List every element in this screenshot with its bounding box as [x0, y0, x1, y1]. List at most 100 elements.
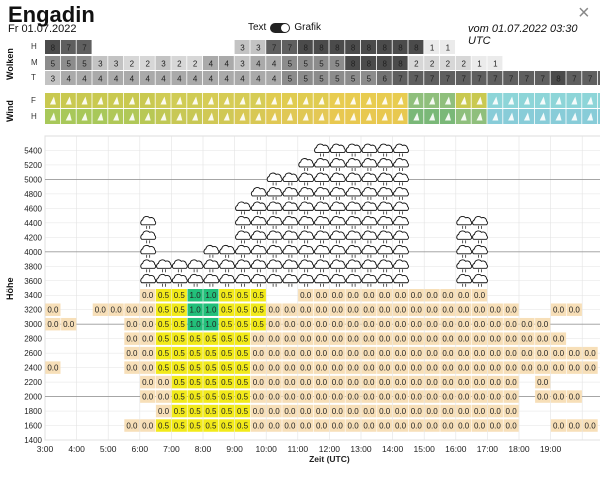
lift-value: 0.0 [427, 392, 439, 401]
lift-cell [550, 303, 567, 316]
lift-value: 0.5 [174, 291, 186, 300]
lift-value: 0.5 [205, 407, 217, 416]
lift-value: 0.0 [269, 378, 281, 387]
lift-cell [440, 419, 456, 432]
lift-value: 0.0 [142, 320, 154, 329]
x-tick-label: 13:00 [350, 444, 372, 454]
lift-cell [440, 390, 456, 403]
lift-cell [535, 375, 551, 389]
cumulus-cloud-icon [314, 158, 330, 168]
cloud-value: 5 [288, 75, 293, 84]
cumulus-cloud-icon [345, 143, 362, 153]
wind-arrow-icon [587, 112, 594, 121]
cumulus-cloud-icon [298, 244, 315, 255]
lift-cell [487, 346, 503, 360]
view-toggle[interactable]: Text Grafik [248, 22, 321, 33]
lift-cell [298, 390, 314, 403]
lift-value: 0.0 [300, 363, 312, 372]
cumulus-cloud-icon [314, 216, 330, 226]
lift-cell [503, 303, 519, 316]
lift-value: 0.0 [458, 305, 470, 314]
cloud-value: 2 [130, 60, 135, 69]
wind-arrow-icon [413, 96, 420, 105]
lift-value: 0.5 [174, 421, 186, 430]
lift-cell [234, 375, 251, 389]
wind-arrow-icon [555, 96, 562, 105]
lift-value: 0.5 [174, 407, 186, 416]
cloud-cell [361, 71, 376, 85]
lift-value: 0.0 [253, 378, 265, 387]
lift-value: 0.0 [411, 291, 423, 300]
lift-cell [266, 303, 282, 316]
lift-cell [361, 419, 377, 432]
wind-arrow-icon [350, 112, 357, 121]
lift-cell [377, 289, 393, 302]
lift-cell [266, 346, 282, 360]
cumulus-cloud-icon [329, 158, 346, 168]
lift-value: 0.5 [174, 320, 186, 329]
lift-value: 0.0 [300, 349, 312, 358]
lift-value: 0.0 [363, 349, 375, 358]
lift-cell [361, 289, 377, 302]
cloud-value: 2 [414, 60, 419, 69]
wind-arrow-icon [128, 96, 135, 105]
lift-value: 0.0 [585, 421, 597, 430]
wind-arrow-icon [144, 112, 151, 121]
lift-cell [392, 303, 409, 316]
lift-value: 0.5 [237, 421, 249, 430]
cloud-value: 3 [161, 60, 166, 69]
lift-value: 0.0 [253, 392, 265, 401]
lift-value: 0.0 [411, 305, 423, 314]
lift-cell [266, 332, 282, 345]
lift-cell [124, 346, 140, 360]
cumulus-cloud-icon [361, 172, 378, 182]
cloud-value: 8 [51, 44, 56, 53]
lift-value: 0.0 [442, 334, 454, 343]
lift-cell [471, 375, 488, 389]
wind-arrow-icon [571, 96, 578, 105]
lift-cell [234, 346, 251, 360]
cumulus-cloud-icon [298, 158, 315, 168]
lift-cell [345, 419, 361, 432]
toggle-switch[interactable] [270, 22, 291, 33]
lift-value: 0.5 [221, 334, 233, 343]
lift-cell [329, 303, 345, 316]
lift-value: 1.0 [205, 305, 217, 314]
wind-arrow-icon [571, 112, 578, 121]
lift-value: 0.0 [284, 334, 296, 343]
lift-cell [566, 346, 582, 360]
cloud-cell [282, 71, 297, 85]
lift-value: 0.0 [506, 363, 518, 372]
lift-cell [155, 419, 172, 432]
lift-cell [329, 404, 345, 418]
lift-value: 0.0 [379, 334, 391, 343]
lift-value: 0.0 [411, 378, 423, 387]
cloud-value: 5 [51, 60, 56, 69]
cloud-value: 4 [177, 75, 182, 84]
lift-cell [361, 303, 377, 316]
lift-value: 0.0 [253, 407, 265, 416]
lift-value: 0.0 [442, 392, 454, 401]
cumulus-cloud-icon [393, 187, 409, 197]
lift-value: 0.0 [458, 407, 470, 416]
lift-value: 0.0 [490, 334, 502, 343]
lift-cell [250, 419, 266, 432]
lift-cell [313, 419, 330, 432]
lift-value: 0.0 [348, 334, 360, 343]
wind-arrow-icon [49, 96, 56, 105]
lift-cell [298, 317, 314, 331]
close-icon[interactable]: × [578, 2, 590, 24]
wind-arrow-icon [444, 96, 451, 105]
lift-value: 0.0 [300, 378, 312, 387]
chart-area [44, 135, 600, 441]
lift-cell [582, 361, 598, 374]
lift-value: 0.0 [458, 392, 470, 401]
lift-value: 0.0 [253, 349, 265, 358]
lift-cell [155, 317, 172, 331]
lift-cell [250, 332, 266, 345]
wind-arrow-icon [207, 96, 214, 105]
wind-arrow-icon [239, 112, 246, 121]
cumulus-cloud-icon [377, 172, 394, 182]
lift-cell [329, 419, 345, 432]
lift-cell [424, 317, 440, 331]
